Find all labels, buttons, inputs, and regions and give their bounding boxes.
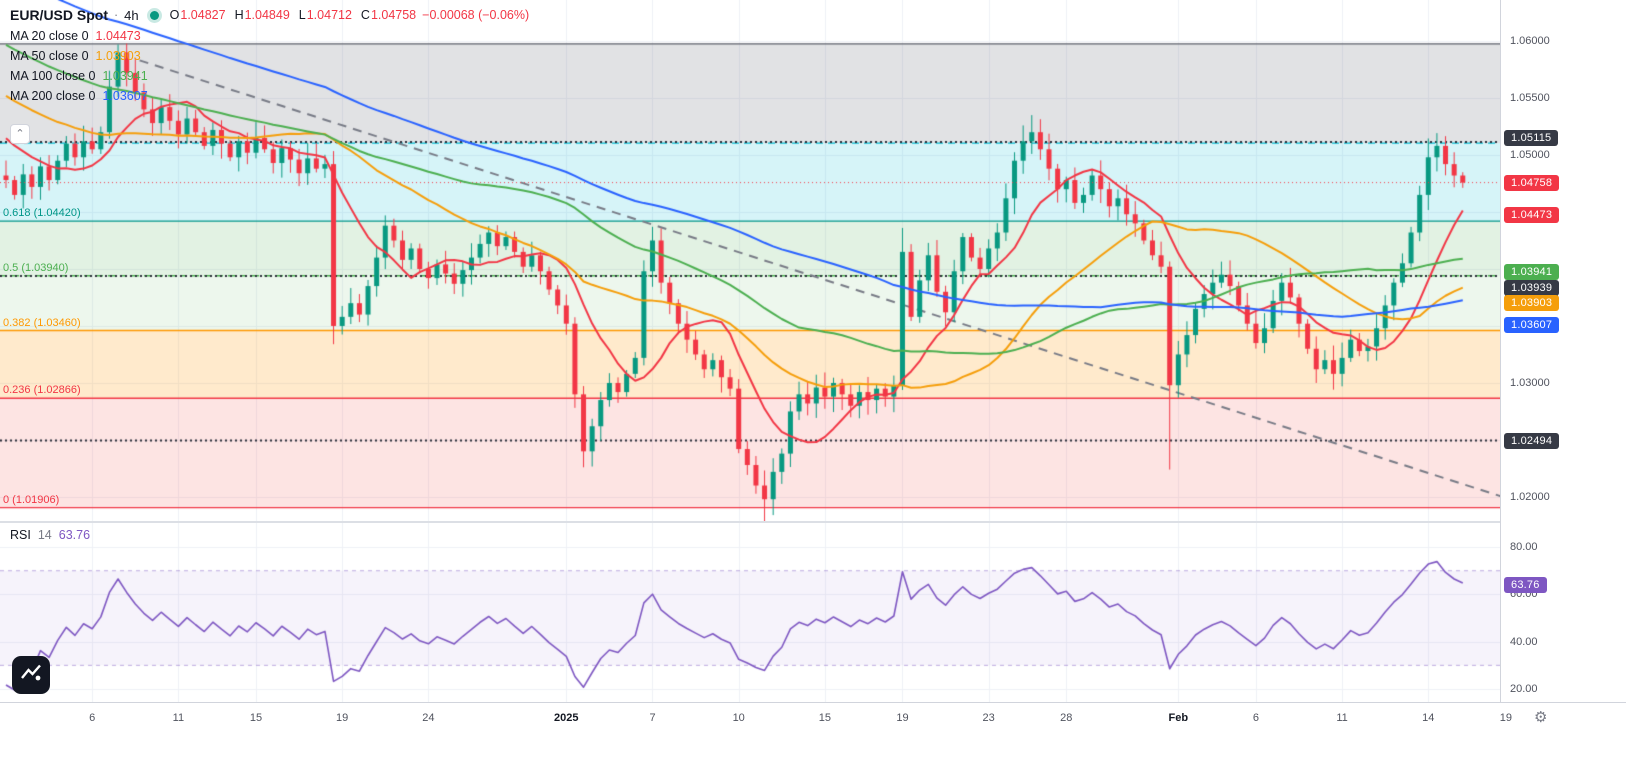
- time-axis-label: Feb: [1168, 712, 1189, 724]
- symbol-legend-row[interactable]: EUR/USD Spot · 4h O1.04827 H1.04849 L1.047…: [10, 7, 529, 23]
- time-axis-label: 15: [249, 712, 263, 724]
- interval-label[interactable]: 4h: [124, 7, 139, 23]
- indicator-value: 1.03941: [102, 69, 148, 83]
- price-tick-label: 1.05000: [1510, 149, 1550, 161]
- ohlc-item: O1.04827: [170, 8, 226, 22]
- price-tick-label: 1.06000: [1510, 35, 1550, 48]
- rsi-tick-label: 80.00: [1510, 541, 1538, 554]
- rsi-current-value: 63.76: [58, 528, 91, 542]
- time-axis-label: 23: [982, 712, 995, 724]
- rsi-period-param: 14: [37, 528, 52, 542]
- time-axis-label: 10: [732, 712, 745, 724]
- indicator-legend-row[interactable]: MA 100 close 0 1.03941: [10, 69, 529, 83]
- ohlc-key: C: [360, 8, 370, 22]
- ohlc-item: H1.04849: [235, 8, 290, 22]
- tradingview-logo[interactable]: [12, 656, 50, 694]
- indicator-legend: MA 20 close 0 1.04473 MA 50 close 0 1.03903…: [10, 29, 529, 103]
- time-axis-label: 15: [818, 712, 832, 724]
- chart-legend: EUR/USD Spot · 4h O1.04827 H1.04849 L1.047…: [10, 7, 529, 103]
- time-axis-label: 11: [1336, 712, 1348, 724]
- price-axis-badge: 1.03939: [1504, 279, 1560, 296]
- time-axis-label: 28: [1060, 712, 1073, 724]
- time-axis-label: 24: [422, 712, 435, 724]
- rsi-pane-canvas[interactable]: [0, 522, 1500, 702]
- indicator-label: MA 50 close 0: [10, 49, 89, 63]
- indicator-value: 1.04473: [95, 29, 141, 43]
- price-pane-canvas[interactable]: [0, 0, 1500, 522]
- indicator-label: MA 20 close 0: [10, 29, 89, 43]
- time-axis-label: 11: [172, 712, 185, 724]
- legend-separator-dot: ·: [114, 8, 119, 22]
- price-tick-label: 1.02000: [1510, 490, 1550, 503]
- indicator-legend-row[interactable]: MA 200 close 0 1.03607: [10, 89, 529, 103]
- chevron-up-icon: ⌃: [15, 127, 25, 140]
- symbol-title[interactable]: EUR/USD Spot: [10, 7, 108, 23]
- ohlc-key: O: [169, 8, 180, 22]
- ohlc-value: 1.04849: [244, 8, 290, 22]
- ohlc-key: L: [298, 8, 306, 22]
- price-axis-badge: 1.03607: [1504, 316, 1560, 333]
- price-axis-badge: 1.05115: [1504, 129, 1559, 146]
- axis-settings-button[interactable]: ⚙: [1534, 708, 1547, 726]
- time-axis-label: 6: [1252, 712, 1259, 724]
- rsi-label: RSI: [10, 528, 31, 542]
- legend-collapse-button[interactable]: ⌃: [10, 124, 30, 144]
- ohlc-key: H: [234, 8, 244, 22]
- rsi-tick-label: 20.00: [1510, 682, 1538, 695]
- time-axis-label: 6: [89, 712, 96, 724]
- gear-icon: ⚙: [1534, 709, 1548, 726]
- indicator-legend-row[interactable]: MA 50 close 0 1.03903: [10, 49, 529, 63]
- time-axis-label: 7: [649, 712, 656, 724]
- rsi-tick-label: 40.00: [1510, 635, 1538, 648]
- ohlc-value: 1.04758: [370, 8, 417, 22]
- rsi-legend[interactable]: RSI 14 63.76: [10, 528, 90, 542]
- chart-logo-icon: [19, 661, 43, 690]
- price-tick-label: 1.03000: [1510, 376, 1550, 389]
- market-status-dot: [149, 10, 159, 20]
- ohlc-item: L1.04712: [299, 8, 352, 22]
- time-axis-label: 19: [896, 712, 909, 724]
- time-axis-label: 19: [336, 712, 349, 724]
- ohlc-value: 1.04712: [306, 8, 352, 22]
- price-axis-badge: 1.03941: [1504, 263, 1560, 280]
- time-axis-label: 2025: [554, 712, 579, 724]
- price-axis-badge: 1.03903: [1504, 295, 1560, 312]
- price-axis-badge: 1.04758: [1504, 174, 1560, 191]
- indicator-label: MA 100 close 0: [10, 69, 96, 83]
- price-tick-label: 1.05500: [1510, 92, 1550, 105]
- indicator-legend-row[interactable]: MA 20 close 0 1.04473: [10, 29, 529, 43]
- time-axis-label: 19: [1499, 712, 1512, 724]
- rsi-value-badge: 63.76: [1504, 577, 1547, 594]
- ohlc-values: O1.04827 H1.04849 L1.04712 C1.04758: [170, 8, 417, 22]
- price-axis[interactable]: 1.060001.055001.050001.045001.040001.035…: [1500, 0, 1626, 757]
- price-axis-badge: 1.02494: [1504, 432, 1560, 449]
- indicator-value: 1.03903: [95, 49, 141, 63]
- ohlc-value: 1.04827: [180, 8, 226, 22]
- price-axis-badge: 1.04473: [1504, 207, 1560, 224]
- indicator-value: 1.03607: [102, 89, 148, 103]
- time-axis-label: 14: [1422, 712, 1435, 724]
- indicator-label: MA 200 close 0: [10, 89, 96, 103]
- pane-separator[interactable]: [0, 521, 1626, 523]
- time-axis[interactable]: 6 11 15 19 24 2025 7 10 15 19 23 28 Feb 6 11 14 19: [0, 702, 1626, 757]
- ohlc-item: C1.04758: [361, 8, 416, 22]
- price-change: −0.00068 (−0.06%): [422, 8, 530, 22]
